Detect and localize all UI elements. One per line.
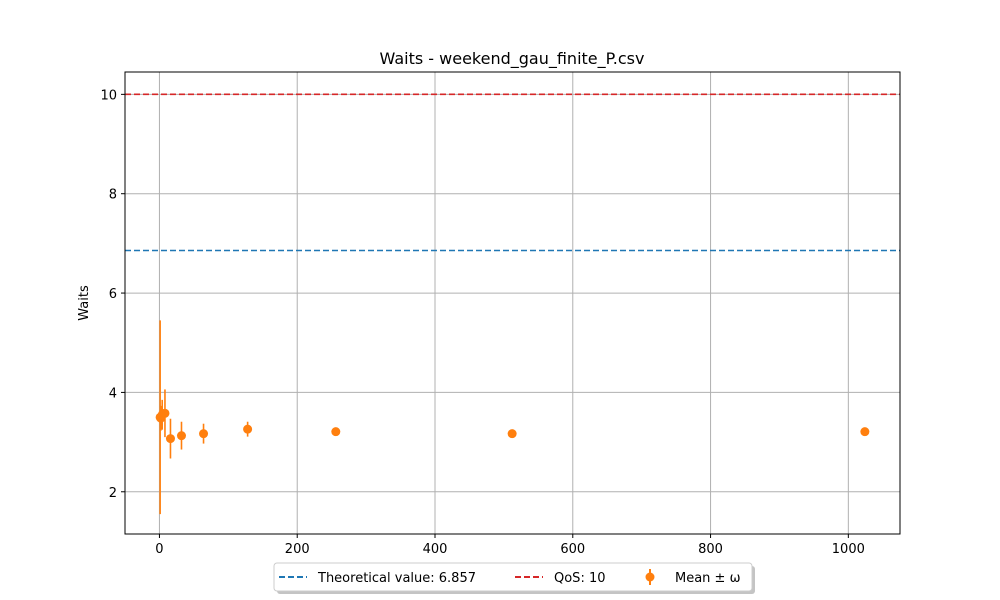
legend: Theoretical value: 6.857 QoS: 10 Mean ± … bbox=[273, 562, 755, 594]
y-axis-label: Waits bbox=[77, 285, 92, 321]
y-tick-label: 8 bbox=[109, 188, 117, 203]
data-series bbox=[155, 320, 870, 515]
data-point bbox=[860, 427, 870, 437]
legend-label-theoretical: Theoretical value: 6.857 bbox=[317, 571, 476, 586]
x-tick-label: 400 bbox=[423, 542, 448, 557]
x-tick-label: 1000 bbox=[832, 542, 865, 557]
data-point bbox=[165, 434, 175, 444]
y-tick-label: 6 bbox=[109, 287, 117, 302]
x-tick-label: 0 bbox=[155, 542, 163, 557]
legend-label-qos: QoS: 10 bbox=[554, 571, 606, 586]
y-axis-ticks: 2 4 6 8 10 bbox=[100, 88, 125, 501]
y-tick-label: 10 bbox=[100, 88, 117, 103]
data-point bbox=[331, 427, 341, 437]
y-tick-label: 2 bbox=[109, 486, 117, 501]
data-point bbox=[160, 408, 170, 418]
data-point bbox=[176, 431, 186, 441]
chart-title: Waits - weekend_gau_finite_P.csv bbox=[380, 49, 645, 69]
data-point bbox=[199, 429, 209, 439]
x-tick-label: 200 bbox=[285, 542, 310, 557]
data-point bbox=[243, 424, 253, 434]
data-point bbox=[507, 429, 517, 439]
legend-swatch-mean bbox=[645, 569, 655, 585]
legend-box bbox=[273, 562, 753, 592]
y-tick-label: 4 bbox=[109, 386, 117, 401]
x-axis-ticks: 0 200 400 600 800 1000 bbox=[155, 534, 865, 557]
reference-lines bbox=[125, 93, 900, 252]
plot-frame bbox=[124, 71, 901, 535]
x-tick-label: 800 bbox=[698, 542, 723, 557]
legend-label-mean: Mean ± ω bbox=[675, 571, 740, 586]
x-tick-label: 600 bbox=[560, 542, 585, 557]
